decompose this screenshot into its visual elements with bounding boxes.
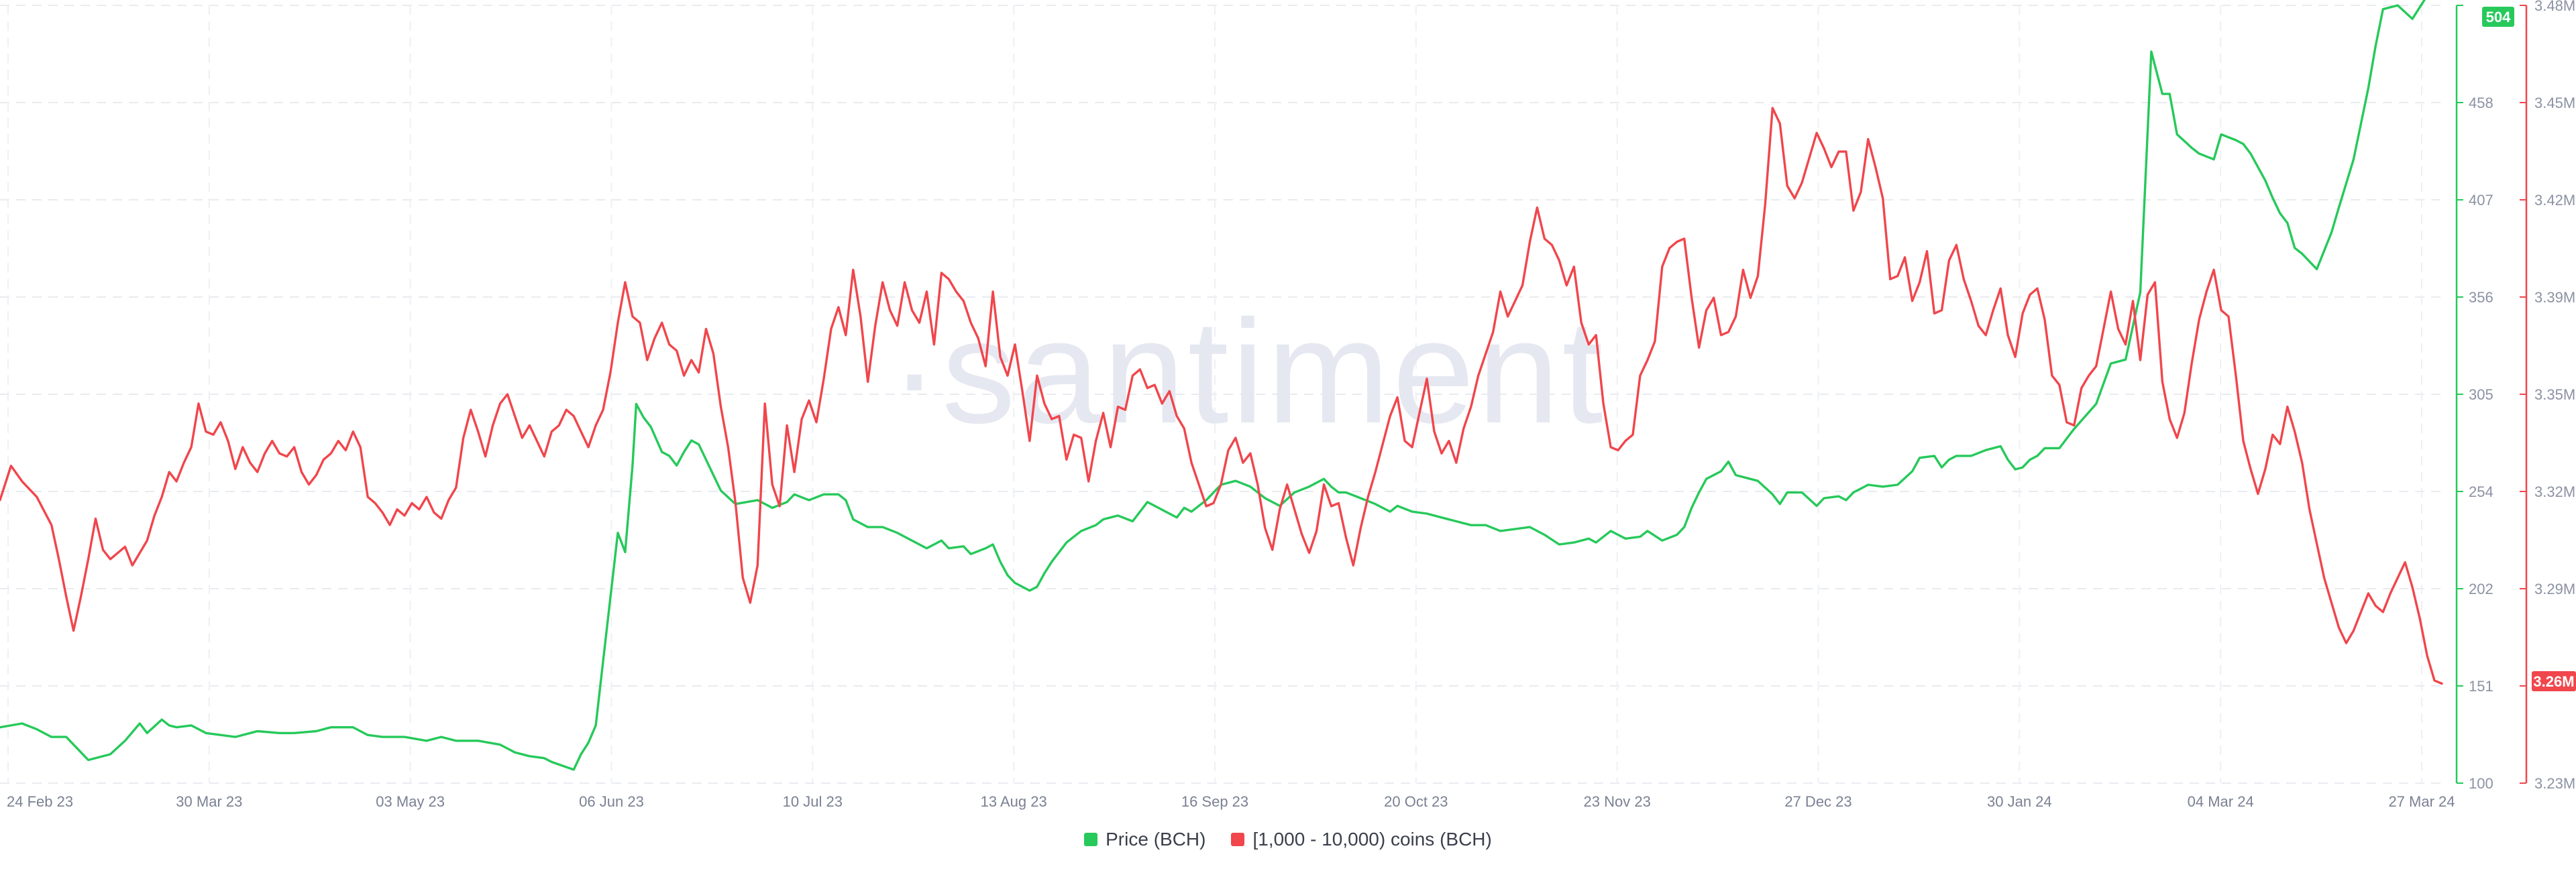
x-tick-label: 13 Aug 23	[981, 793, 1047, 810]
coins-series-line	[0, 107, 2443, 685]
legend-item-price[interactable]: Price (BCH)	[1084, 829, 1205, 850]
coins-axis-label: 3.39M	[2534, 289, 2575, 306]
price-axis-label: 407	[2469, 192, 2493, 209]
legend-swatch-coins	[1231, 833, 1245, 846]
price-last-value-label: 504	[2486, 9, 2511, 25]
coins-axis-label: 3.32M	[2534, 483, 2575, 500]
x-tick-label: 30 Mar 23	[176, 793, 242, 810]
x-tick-label: 30 Jan 24	[1987, 793, 2052, 810]
x-tick-label: 06 Jun 23	[579, 793, 644, 810]
x-tick-label: 23 Nov 23	[1584, 793, 1651, 810]
x-tick-label: 10 Jul 23	[783, 793, 843, 810]
price-axis-label: 151	[2469, 678, 2493, 695]
price-last-value-badge	[2482, 7, 2514, 27]
legend-item-coins[interactable]: [1,000 - 10,000) coins (BCH)	[1231, 829, 1492, 850]
x-tick-label: 16 Sep 23	[1181, 793, 1248, 810]
x-tick-label: 03 May 23	[376, 793, 445, 810]
coins-axis-label: 3.35M	[2534, 386, 2575, 403]
watermark-text: ·santiment	[890, 289, 1605, 454]
price-axis-label: 100	[2469, 775, 2493, 792]
coins-axis-label: 3.29M	[2534, 581, 2575, 597]
x-tick-label: 27 Dec 23	[1784, 793, 1851, 810]
price-axis-label: 458	[2469, 95, 2493, 111]
legend-label-price: Price (BCH)	[1106, 829, 1206, 850]
price-axis-label: 356	[2469, 289, 2493, 306]
legend-swatch-price	[1084, 833, 1098, 846]
coins-last-value-label: 3.26M	[2533, 673, 2574, 690]
x-tick-label: 20 Oct 23	[1384, 793, 1448, 810]
coins-last-value-badge	[2532, 671, 2576, 691]
price-axis-label: 305	[2469, 386, 2493, 403]
legend-label-coins: [1,000 - 10,000) coins (BCH)	[1252, 829, 1492, 850]
coins-axis-label: 3.42M	[2534, 192, 2575, 209]
coins-axis-label: 3.23M	[2534, 775, 2575, 792]
price-axis-label: 254	[2469, 483, 2493, 500]
price-axis-label: 202	[2469, 581, 2493, 597]
x-tick-label: 04 Mar 24	[2188, 793, 2254, 810]
x-tick-label: 24 Feb 23	[7, 793, 73, 810]
price-series-line	[0, 0, 2426, 771]
coins-axis-label: 3.45M	[2534, 95, 2575, 111]
x-tick-label: 27 Mar 24	[2388, 793, 2455, 810]
chart-legend: Price (BCH) [1,000 - 10,000) coins (BCH)	[0, 826, 2576, 853]
coins-axis-label: 3.48M	[2534, 0, 2575, 14]
